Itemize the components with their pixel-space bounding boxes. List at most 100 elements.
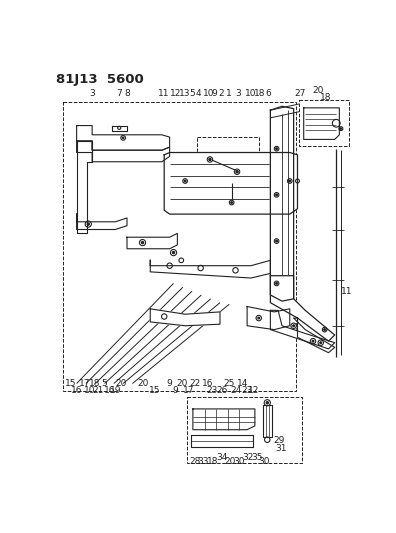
Circle shape — [276, 194, 278, 196]
Circle shape — [236, 171, 238, 173]
Text: 23: 23 — [242, 386, 253, 395]
Polygon shape — [112, 126, 127, 131]
Text: 11: 11 — [341, 287, 352, 296]
Text: 7: 7 — [116, 88, 122, 98]
Polygon shape — [304, 108, 339, 140]
Polygon shape — [164, 152, 297, 214]
Text: 5: 5 — [189, 88, 195, 98]
Text: 20: 20 — [115, 379, 126, 388]
Text: 18: 18 — [89, 379, 100, 388]
Circle shape — [276, 240, 278, 242]
Text: 3: 3 — [89, 88, 95, 98]
Polygon shape — [150, 309, 220, 326]
Bar — [263, 405, 272, 438]
Text: 20: 20 — [225, 457, 236, 466]
Text: 22: 22 — [190, 379, 201, 388]
Text: 33: 33 — [197, 457, 209, 466]
Text: 32: 32 — [242, 453, 253, 462]
Text: 9: 9 — [212, 88, 217, 98]
Text: 5: 5 — [101, 379, 107, 388]
Text: 2: 2 — [219, 88, 225, 98]
Circle shape — [266, 401, 268, 404]
Text: 10: 10 — [84, 386, 95, 395]
Text: 10: 10 — [203, 88, 214, 98]
Text: 21: 21 — [93, 386, 104, 395]
Circle shape — [324, 329, 326, 330]
Text: 24: 24 — [230, 386, 242, 395]
Text: 12: 12 — [170, 88, 181, 98]
Text: 1: 1 — [227, 88, 232, 98]
Text: 16: 16 — [104, 386, 116, 395]
Polygon shape — [270, 106, 293, 301]
Text: 30: 30 — [233, 457, 244, 466]
Text: 27: 27 — [294, 88, 305, 98]
Polygon shape — [76, 126, 169, 150]
Polygon shape — [270, 310, 335, 349]
Text: 15: 15 — [149, 386, 161, 395]
Bar — [204, 166, 228, 174]
Text: 15: 15 — [65, 379, 77, 388]
Bar — [187, 398, 302, 463]
Text: 13: 13 — [179, 88, 191, 98]
Text: 35: 35 — [251, 453, 263, 462]
Text: 23: 23 — [207, 386, 218, 395]
Bar — [299, 100, 349, 147]
Text: 29: 29 — [273, 436, 285, 445]
Text: 17: 17 — [79, 379, 90, 388]
Circle shape — [312, 340, 314, 342]
Bar — [63, 102, 296, 391]
Text: 18: 18 — [206, 457, 218, 466]
Text: 14: 14 — [237, 379, 248, 388]
Polygon shape — [247, 306, 290, 329]
Text: 8: 8 — [124, 88, 130, 98]
Text: 25: 25 — [224, 379, 235, 388]
Polygon shape — [76, 141, 169, 161]
Circle shape — [172, 252, 175, 254]
Text: 4: 4 — [196, 88, 201, 98]
Polygon shape — [150, 260, 270, 278]
Text: 11: 11 — [158, 88, 170, 98]
Polygon shape — [76, 141, 92, 233]
Text: 26: 26 — [217, 386, 228, 395]
Text: 28: 28 — [190, 457, 201, 466]
Circle shape — [276, 282, 278, 284]
Circle shape — [231, 201, 232, 204]
Text: 3: 3 — [235, 88, 241, 98]
Text: 17: 17 — [183, 386, 194, 395]
Text: 34: 34 — [216, 453, 227, 462]
Text: 20: 20 — [137, 379, 149, 388]
Text: 30: 30 — [259, 457, 270, 466]
Polygon shape — [193, 409, 255, 430]
Circle shape — [289, 180, 291, 182]
Circle shape — [340, 128, 342, 130]
Circle shape — [293, 325, 295, 327]
Text: 20: 20 — [312, 86, 324, 95]
Text: 31: 31 — [276, 445, 287, 454]
Text: 18: 18 — [320, 93, 332, 102]
Polygon shape — [270, 276, 335, 341]
Text: 18: 18 — [254, 88, 265, 98]
Polygon shape — [293, 318, 335, 353]
Text: 12: 12 — [248, 386, 260, 395]
Circle shape — [320, 342, 322, 344]
Circle shape — [209, 158, 211, 160]
Text: 10: 10 — [244, 88, 256, 98]
Text: 9: 9 — [172, 386, 178, 395]
Polygon shape — [127, 233, 177, 249]
Circle shape — [141, 241, 144, 244]
Circle shape — [184, 180, 186, 182]
Text: 6: 6 — [265, 88, 271, 98]
Text: 19: 19 — [110, 386, 121, 395]
Circle shape — [122, 137, 124, 139]
Text: 16: 16 — [71, 386, 82, 395]
Polygon shape — [191, 435, 253, 447]
Text: 9: 9 — [167, 379, 173, 388]
Circle shape — [87, 223, 89, 225]
Text: 20: 20 — [176, 379, 188, 388]
Bar — [197, 137, 259, 206]
Circle shape — [276, 148, 278, 150]
Text: 16: 16 — [202, 379, 213, 388]
Text: 81J13  5600: 81J13 5600 — [56, 73, 143, 86]
Circle shape — [258, 317, 260, 319]
Bar — [236, 166, 259, 174]
